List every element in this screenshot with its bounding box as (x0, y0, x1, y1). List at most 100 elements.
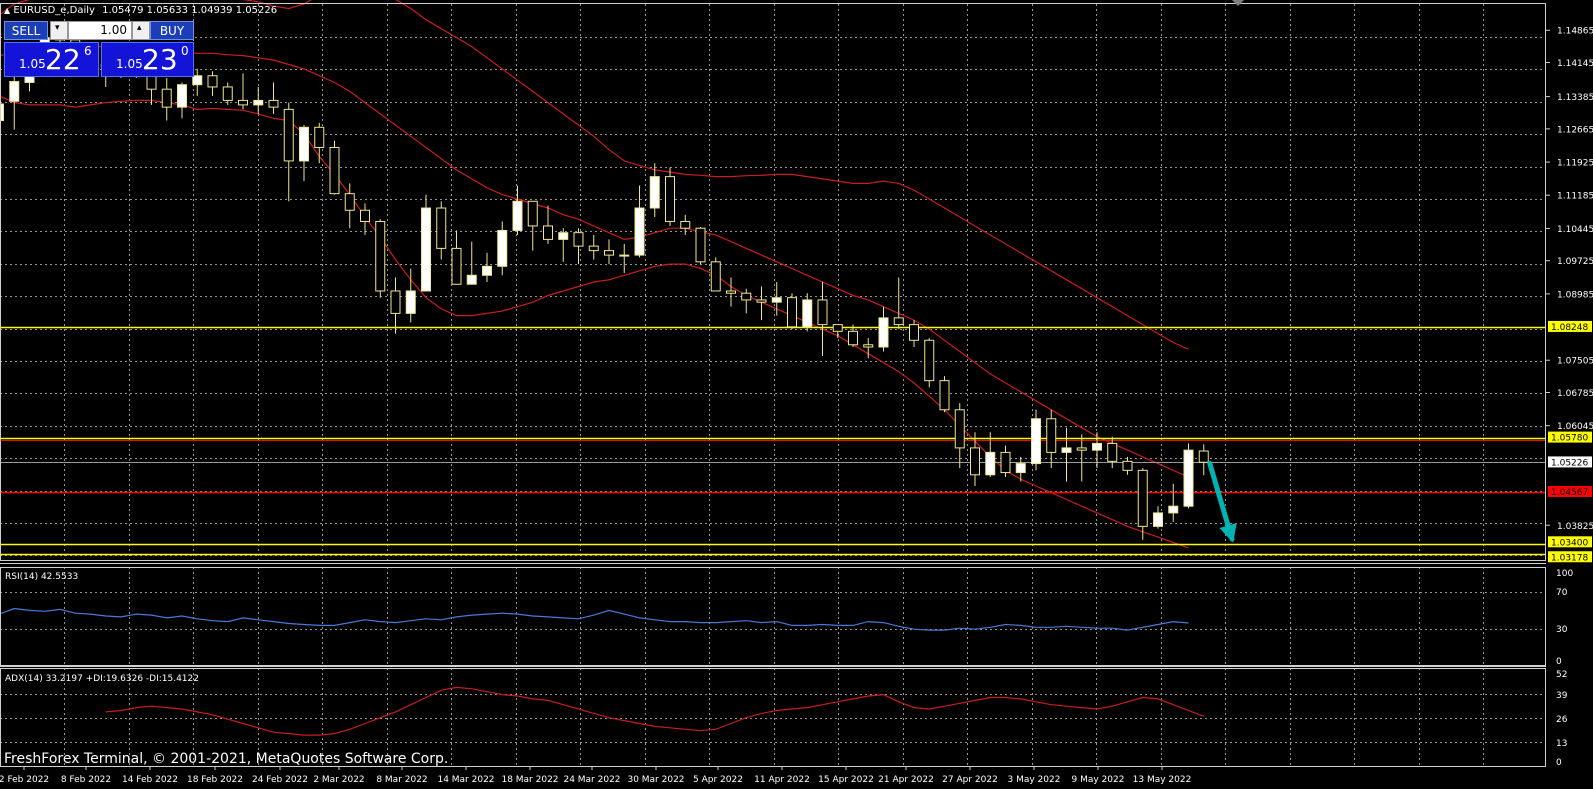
horizontal-levels[interactable] (0, 326, 1546, 556)
candle-bearish (832, 324, 843, 332)
date-axis-label: 21 Apr 2022 (878, 775, 934, 785)
candle-bullish (634, 207, 645, 256)
candle-bearish (344, 193, 355, 211)
candle-bullish (619, 254, 630, 257)
date-axis-label: 18 Feb 2022 (187, 775, 243, 785)
one-click-trading-panel: SELL ▾ 1.00 ▴ BUY 1.05 22 6 1.05 23 0 (4, 21, 194, 77)
candle-bearish (1198, 450, 1209, 463)
candle-bullish (466, 274, 477, 285)
date-axis-label: 3 May 2022 (1008, 775, 1061, 785)
trend-arrow[interactable] (1207, 460, 1237, 543)
adx-axis-label: 0 (1556, 758, 1562, 768)
arrow-up-icon: ▴ (137, 23, 142, 33)
volume-input[interactable]: 1.00 (68, 21, 132, 40)
price-level-label-box[interactable] (1548, 320, 1592, 332)
volume-increase-button[interactable]: ▴ (132, 21, 150, 40)
bid-price-pips: 22 (45, 43, 81, 76)
adx-axis-label: 52 (1556, 670, 1567, 680)
candle-bearish (848, 330, 858, 346)
price-level-label[interactable]: 1.05226 (1551, 458, 1588, 468)
candle-bullish (192, 75, 203, 86)
candle-bullish (497, 229, 508, 267)
candle-bearish (1076, 447, 1087, 451)
chart-symbol-title: EURUSD_e,Daily (13, 5, 95, 16)
chart-grid (0, 4, 1546, 766)
candlestick-series (0, 26, 1209, 540)
date-axis-label: 13 May 2022 (1133, 775, 1192, 785)
rsi-axis-label: 100 (1556, 569, 1573, 579)
rsi-axis-label: 70 (1556, 588, 1568, 598)
price-axis-label: 1.14865 (1557, 27, 1593, 37)
price-axis-label: 1.11185 (1557, 192, 1593, 202)
candle-bearish (360, 209, 370, 222)
candle-bearish (924, 339, 935, 382)
candle-bearish (970, 447, 980, 476)
candle-bearish (268, 99, 279, 108)
chart-shift-marker[interactable] (1232, 0, 1244, 6)
candle-bearish (680, 220, 691, 229)
candle-bearish (756, 299, 767, 303)
date-axis-label: 18 Mar 2022 (501, 775, 558, 785)
trend-arrow-head[interactable] (1219, 522, 1237, 543)
candle-bullish (299, 126, 309, 162)
candle-bearish (817, 299, 828, 326)
candle-bearish (1107, 442, 1118, 462)
candle-bearish (954, 409, 965, 449)
candle-bearish (909, 324, 919, 341)
candle-bullish (558, 232, 569, 240)
price-level-label[interactable]: 1.03400 (1551, 538, 1588, 548)
candle-bearish (543, 225, 553, 240)
candle-bullish (802, 299, 813, 328)
price-level-label[interactable]: 1.04567 (1551, 488, 1588, 498)
candle-bullish (985, 451, 996, 476)
date-axis-label: 11 Apr 2022 (754, 775, 810, 785)
rsi-line (0, 607, 1189, 631)
rsi-axis-label: 0 (1556, 657, 1562, 667)
price-axis-label: 1.06045 (1557, 422, 1593, 432)
candle-bearish (161, 88, 172, 108)
bid-price-box[interactable]: 1.05 22 6 (4, 42, 99, 77)
price-axis-label: 1.10445 (1557, 225, 1593, 235)
price-level-label-box[interactable] (1548, 456, 1592, 468)
candle-bearish (726, 290, 736, 294)
candle-bearish (604, 250, 614, 256)
candle-bullish (1153, 512, 1163, 527)
candle-bearish (390, 290, 401, 314)
price-level-label[interactable]: 1.05780 (1551, 434, 1588, 444)
price-level-label-box[interactable] (1548, 431, 1592, 443)
date-axis-label: 15 Apr 2022 (818, 775, 874, 785)
price-axis-label: 1.12665 (1557, 125, 1593, 135)
sell-button[interactable]: SELL (4, 21, 48, 40)
candle-bullish (649, 176, 660, 209)
candle-bearish (222, 86, 233, 101)
price-axis-label: 1.11925 (1557, 159, 1593, 169)
ask-price-box[interactable]: 1.05 23 0 (101, 42, 194, 77)
adx-axis-label: 26 (1556, 715, 1568, 725)
ask-price-prefix: 1.05 (116, 57, 143, 71)
price-level-label[interactable]: 1.08248 (1551, 323, 1588, 333)
adx-axis-label: 39 (1556, 691, 1568, 701)
collapse-triangle-icon[interactable]: ▲ (4, 6, 11, 15)
price-level-label[interactable]: 1.03178 (1551, 553, 1588, 563)
price-level-label-box[interactable] (1548, 551, 1592, 563)
candle-bullish (0, 103, 4, 122)
price-level-label-box[interactable] (1548, 536, 1592, 548)
date-axis-label: 2 Mar 2022 (313, 775, 364, 785)
price-axis-label: 1.07505 (1557, 357, 1593, 367)
price-axis-label: 1.08985 (1557, 290, 1593, 300)
volume-decrease-button[interactable]: ▾ (50, 21, 68, 40)
buy-button[interactable]: BUY (150, 21, 194, 40)
candle-bullish (482, 265, 492, 276)
bollinger-upper-line (0, 0, 1189, 350)
price-level-label-box[interactable] (1548, 485, 1592, 497)
candle-bullish (1168, 505, 1179, 514)
candle-bearish (375, 220, 386, 292)
candle-bullish (1061, 447, 1072, 453)
pane-borders (0, 3, 1546, 767)
candle-bullish (253, 99, 264, 106)
adx-label: ADX(14) 33.2197 +DI:19.6326 -DI:15.4122 (5, 674, 199, 684)
candle-bearish (741, 292, 752, 301)
price-axis-label: 1.13385 (1557, 93, 1593, 103)
candle-bullish (405, 290, 416, 314)
